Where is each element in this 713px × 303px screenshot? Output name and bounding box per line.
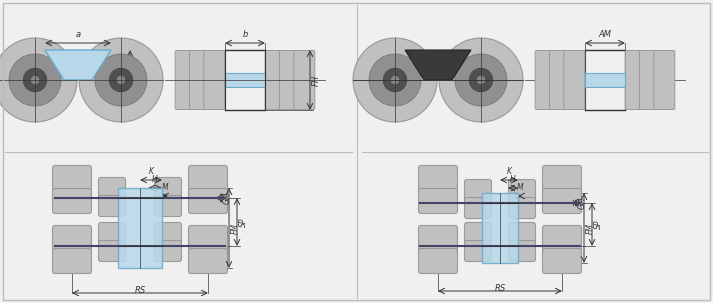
FancyBboxPatch shape <box>419 188 458 214</box>
FancyBboxPatch shape <box>53 188 91 214</box>
FancyBboxPatch shape <box>640 51 660 109</box>
Circle shape <box>439 38 523 122</box>
Text: M: M <box>517 183 523 192</box>
Bar <box>482 193 518 263</box>
FancyBboxPatch shape <box>188 165 227 191</box>
FancyBboxPatch shape <box>419 165 458 191</box>
Text: b: b <box>242 30 247 39</box>
FancyBboxPatch shape <box>625 51 646 109</box>
Circle shape <box>384 68 406 92</box>
Text: h: h <box>132 62 141 68</box>
FancyBboxPatch shape <box>543 248 582 274</box>
Text: H: H <box>510 175 516 184</box>
Circle shape <box>24 68 47 92</box>
Circle shape <box>391 76 399 84</box>
Circle shape <box>79 38 163 122</box>
Circle shape <box>369 54 421 106</box>
FancyBboxPatch shape <box>535 51 556 109</box>
FancyBboxPatch shape <box>550 51 570 109</box>
FancyBboxPatch shape <box>155 178 182 198</box>
FancyBboxPatch shape <box>543 225 582 251</box>
FancyBboxPatch shape <box>98 178 125 198</box>
FancyBboxPatch shape <box>654 51 674 109</box>
Circle shape <box>455 54 507 106</box>
Bar <box>585 73 625 87</box>
FancyBboxPatch shape <box>265 51 286 109</box>
Text: K: K <box>506 167 511 176</box>
FancyBboxPatch shape <box>508 222 535 244</box>
FancyBboxPatch shape <box>188 188 227 214</box>
FancyBboxPatch shape <box>175 51 196 109</box>
Circle shape <box>95 54 147 106</box>
FancyBboxPatch shape <box>155 195 182 217</box>
Circle shape <box>353 38 437 122</box>
FancyBboxPatch shape <box>464 241 491 261</box>
Text: RS: RS <box>494 284 506 293</box>
Circle shape <box>477 76 486 84</box>
Bar <box>225 73 265 87</box>
FancyBboxPatch shape <box>53 225 91 251</box>
Polygon shape <box>405 50 471 80</box>
FancyBboxPatch shape <box>543 188 582 214</box>
Text: H: H <box>152 175 158 184</box>
FancyBboxPatch shape <box>464 222 491 244</box>
FancyBboxPatch shape <box>98 241 125 261</box>
FancyBboxPatch shape <box>294 51 315 109</box>
FancyBboxPatch shape <box>279 51 300 109</box>
FancyBboxPatch shape <box>155 241 182 261</box>
FancyBboxPatch shape <box>188 248 227 274</box>
Circle shape <box>0 38 77 122</box>
Text: RS: RS <box>134 286 145 295</box>
FancyBboxPatch shape <box>419 248 458 274</box>
Circle shape <box>109 68 133 92</box>
FancyBboxPatch shape <box>419 225 458 251</box>
FancyBboxPatch shape <box>508 179 535 201</box>
Text: FM: FM <box>231 222 240 234</box>
Circle shape <box>9 54 61 106</box>
FancyBboxPatch shape <box>190 51 210 109</box>
Text: M: M <box>162 183 168 192</box>
Text: SP: SP <box>594 220 603 229</box>
Text: a: a <box>76 30 81 39</box>
FancyBboxPatch shape <box>204 51 225 109</box>
Text: SP: SP <box>239 217 248 227</box>
FancyBboxPatch shape <box>508 241 535 261</box>
Circle shape <box>469 68 493 92</box>
FancyBboxPatch shape <box>188 225 227 251</box>
Text: FM: FM <box>586 222 595 234</box>
FancyBboxPatch shape <box>98 222 125 244</box>
FancyBboxPatch shape <box>98 195 125 217</box>
FancyBboxPatch shape <box>543 165 582 191</box>
FancyBboxPatch shape <box>53 165 91 191</box>
FancyBboxPatch shape <box>508 198 535 218</box>
FancyBboxPatch shape <box>155 222 182 244</box>
Circle shape <box>31 76 39 84</box>
FancyBboxPatch shape <box>464 198 491 218</box>
Polygon shape <box>45 50 111 80</box>
Text: AM: AM <box>598 30 612 39</box>
FancyBboxPatch shape <box>53 248 91 274</box>
Bar <box>118 188 162 268</box>
FancyBboxPatch shape <box>464 179 491 201</box>
Text: GM: GM <box>223 192 232 204</box>
Text: K: K <box>148 167 153 176</box>
Text: GM: GM <box>578 197 587 209</box>
Circle shape <box>117 76 125 84</box>
Text: FH: FH <box>312 75 321 85</box>
FancyBboxPatch shape <box>564 51 585 109</box>
